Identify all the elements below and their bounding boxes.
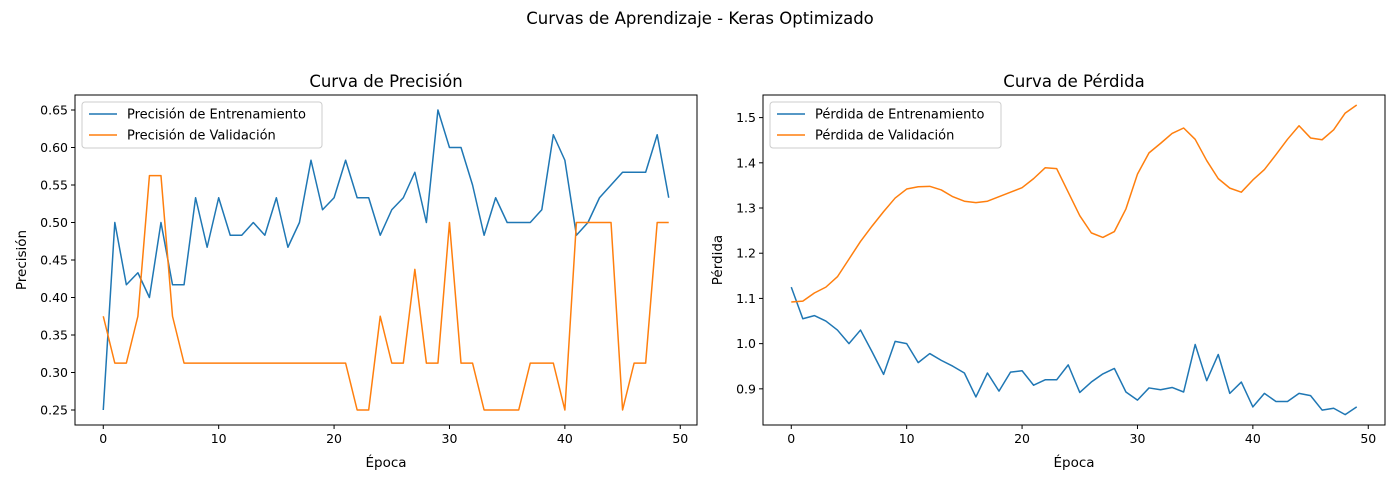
loss-legend-box <box>769 101 1002 149</box>
loss-y-tick-label: 1.2 <box>736 246 756 261</box>
loss-y-tick-label: 1.3 <box>736 201 756 216</box>
figure-title: Curvas de Aprendizaje - Keras Optimizado <box>526 9 874 28</box>
loss-legend-label-validation: Pérdida de Validación <box>815 129 954 144</box>
loss-legend: Pérdida de Entrenamiento Pérdida de Vali… <box>769 101 1002 149</box>
accuracy-x-tick-label: 20 <box>326 431 342 446</box>
accuracy-y-tick-label: 0.30 <box>40 365 68 380</box>
accuracy-x-tick-label: 50 <box>672 431 688 446</box>
accuracy-y-tick-label: 0.50 <box>40 215 68 230</box>
accuracy-legend: Precisión de Entrenamiento Precisión de … <box>81 101 323 149</box>
loss-x-tick-label: 50 <box>1360 431 1376 446</box>
loss-training-series-line <box>790 286 1358 416</box>
accuracy-x-tick-label: 40 <box>557 431 573 446</box>
accuracy-x-tick-label: 0 <box>99 431 107 446</box>
loss-chart-title: Curva de Pérdida <box>1003 72 1144 91</box>
loss-y-tick-label: 1.5 <box>736 110 756 125</box>
accuracy-x-tick-label: 30 <box>442 431 458 446</box>
loss-x-tick-label: 40 <box>1245 431 1261 446</box>
loss-x-tick-label: 30 <box>1130 431 1146 446</box>
loss-x-axis-label: Época <box>1053 454 1094 471</box>
accuracy-legend-box <box>81 101 323 149</box>
loss-y-tick-label: 1.1 <box>736 291 756 306</box>
loss-axis-ticks: 0 10 20 30 40 50 0.9 1.0 1.1 1.2 1.3 1.4 1.5 <box>736 110 1376 446</box>
loss-y-tick-label: 0.9 <box>736 381 756 396</box>
accuracy-y-tick-label: 0.55 <box>40 178 68 193</box>
loss-chart: Curva de Pérdida Época Pérdida 0 10 20 30 40… <box>710 72 1386 471</box>
loss-series-lines <box>790 104 1358 416</box>
accuracy-chart: Curva de Precisión Época Precisión 0 10 20… <box>14 72 698 471</box>
accuracy-y-tick-label: 0.45 <box>40 253 68 268</box>
loss-y-tick-label: 1.4 <box>736 155 756 170</box>
accuracy-y-tick-label: 0.65 <box>40 103 68 118</box>
accuracy-y-tick-label: 0.35 <box>40 328 68 343</box>
accuracy-training-series-line <box>102 109 670 411</box>
accuracy-y-tick-label: 0.25 <box>40 403 68 418</box>
loss-plot-frame <box>762 94 1386 426</box>
accuracy-plot-frame <box>74 94 698 426</box>
accuracy-y-axis-label: Precisión <box>14 230 30 290</box>
accuracy-axis-ticks: 0 10 20 30 40 50 0.25 0.30 0.35 0.40 0.45 0.50 0.55 0… <box>40 103 688 447</box>
loss-x-tick-label: 10 <box>899 431 915 446</box>
accuracy-legend-label-training: Precisión de Entrenamiento <box>127 108 306 123</box>
accuracy-series-lines <box>102 109 670 411</box>
accuracy-x-tick-label: 10 <box>211 431 227 446</box>
loss-y-axis-label: Pérdida <box>710 235 726 285</box>
loss-x-tick-label: 20 <box>1014 431 1030 446</box>
accuracy-y-tick-label: 0.40 <box>40 290 68 305</box>
accuracy-y-tick-label: 0.60 <box>40 140 68 155</box>
accuracy-x-axis-label: Época <box>365 454 406 471</box>
loss-legend-label-training: Pérdida de Entrenamiento <box>815 108 985 123</box>
accuracy-legend-label-validation: Precisión de Validación <box>127 129 276 144</box>
loss-y-tick-label: 1.0 <box>736 336 756 351</box>
loss-validation-series-line <box>791 104 1358 303</box>
accuracy-validation-series-line <box>102 174 669 411</box>
accuracy-chart-title: Curva de Precisión <box>309 72 462 91</box>
loss-x-tick-label: 0 <box>787 431 795 446</box>
